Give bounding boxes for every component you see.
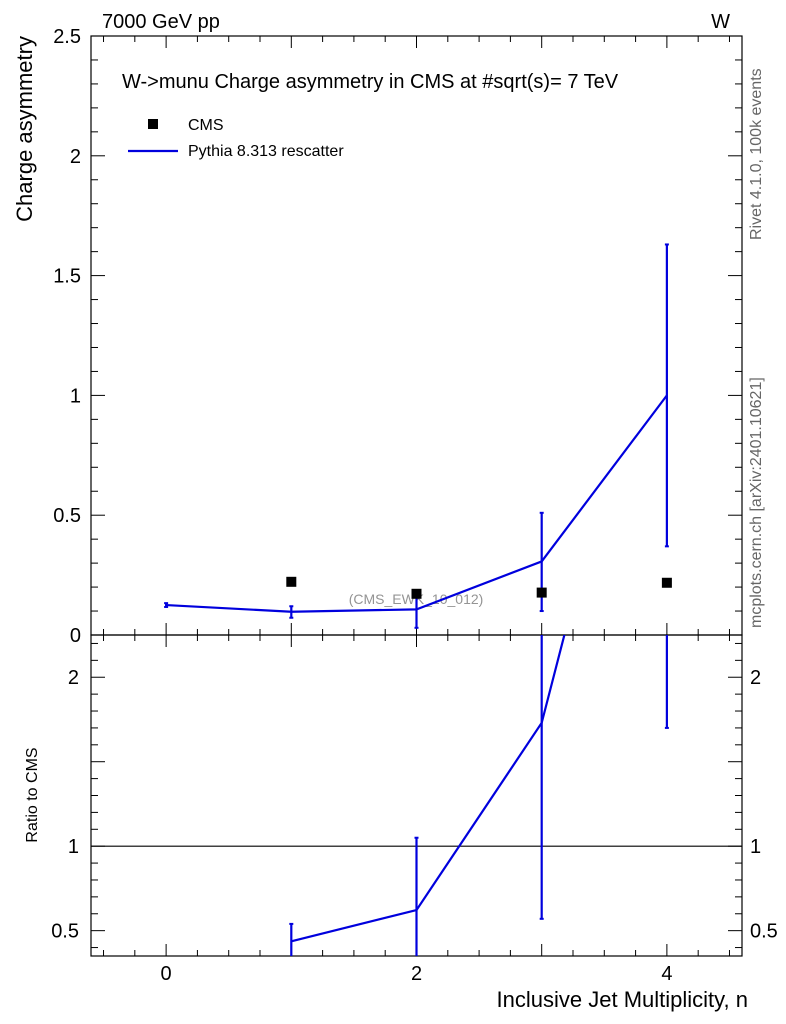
legend-pythia-label: Pythia 8.313 rescatter (188, 143, 344, 160)
x-axis-title: Inclusive Jet Multiplicity, n (497, 987, 748, 1012)
y-tick-label-right: 1 (750, 836, 761, 858)
y-tick-label-right: 2 (750, 667, 761, 689)
cms-data-point (536, 587, 547, 598)
x-tick-label: 4 (661, 963, 672, 985)
header-energy-label: 7000 GeV pp (102, 11, 220, 33)
x-tick-label: 0 (161, 963, 172, 985)
legend-cms-label: CMS (188, 117, 224, 134)
y-tick-label-left: 2 (68, 667, 79, 689)
bottom-panel-plot (91, 635, 742, 956)
cms-data-point (411, 588, 422, 599)
top-panel-ticks (91, 35, 742, 636)
y-axis-title-top: Charge asymmetry (12, 36, 37, 222)
y-tick-label-left: 0.5 (51, 921, 79, 943)
bottom-panel-y-tick-labels: 0.5 0.5 1 1 2 2 (51, 667, 778, 942)
legend-cms-marker (148, 119, 158, 129)
y-tick-label: 1.5 (53, 266, 81, 288)
mcplots-label: mcplots.cern.ch [arXiv:2401.10621] (748, 377, 765, 628)
cms-data-point (661, 577, 672, 588)
x-tick-labels: 0 2 4 (161, 963, 673, 985)
y-tick-label: 0.5 (53, 505, 81, 527)
legend: CMS Pythia 8.313 rescatter (128, 117, 344, 160)
x-tick-label: 2 (411, 963, 422, 985)
top-panel-y-tick-labels: 0 0.5 1 1.5 2 2.5 (53, 26, 81, 647)
y-tick-label-left: 1 (68, 836, 79, 858)
cms-data-point (286, 576, 297, 587)
y-tick-label: 0 (70, 625, 81, 647)
y-axis-title-bottom: Ratio to CMS (24, 747, 41, 842)
ratio-series-line (291, 635, 566, 943)
header-process-label: W (711, 11, 730, 33)
y-tick-label: 2.5 (53, 26, 81, 48)
y-tick-label: 2 (70, 146, 81, 168)
mc-series-line (166, 394, 668, 613)
top-panel-plot (164, 243, 672, 629)
chart-title: W->munu Charge asymmetry in CMS at #sqrt… (122, 71, 619, 93)
rivet-version-label: Rivet 4.1.0, 100k events (748, 68, 765, 240)
y-tick-label: 1 (70, 385, 81, 407)
y-tick-label-right: 0.5 (750, 921, 778, 943)
